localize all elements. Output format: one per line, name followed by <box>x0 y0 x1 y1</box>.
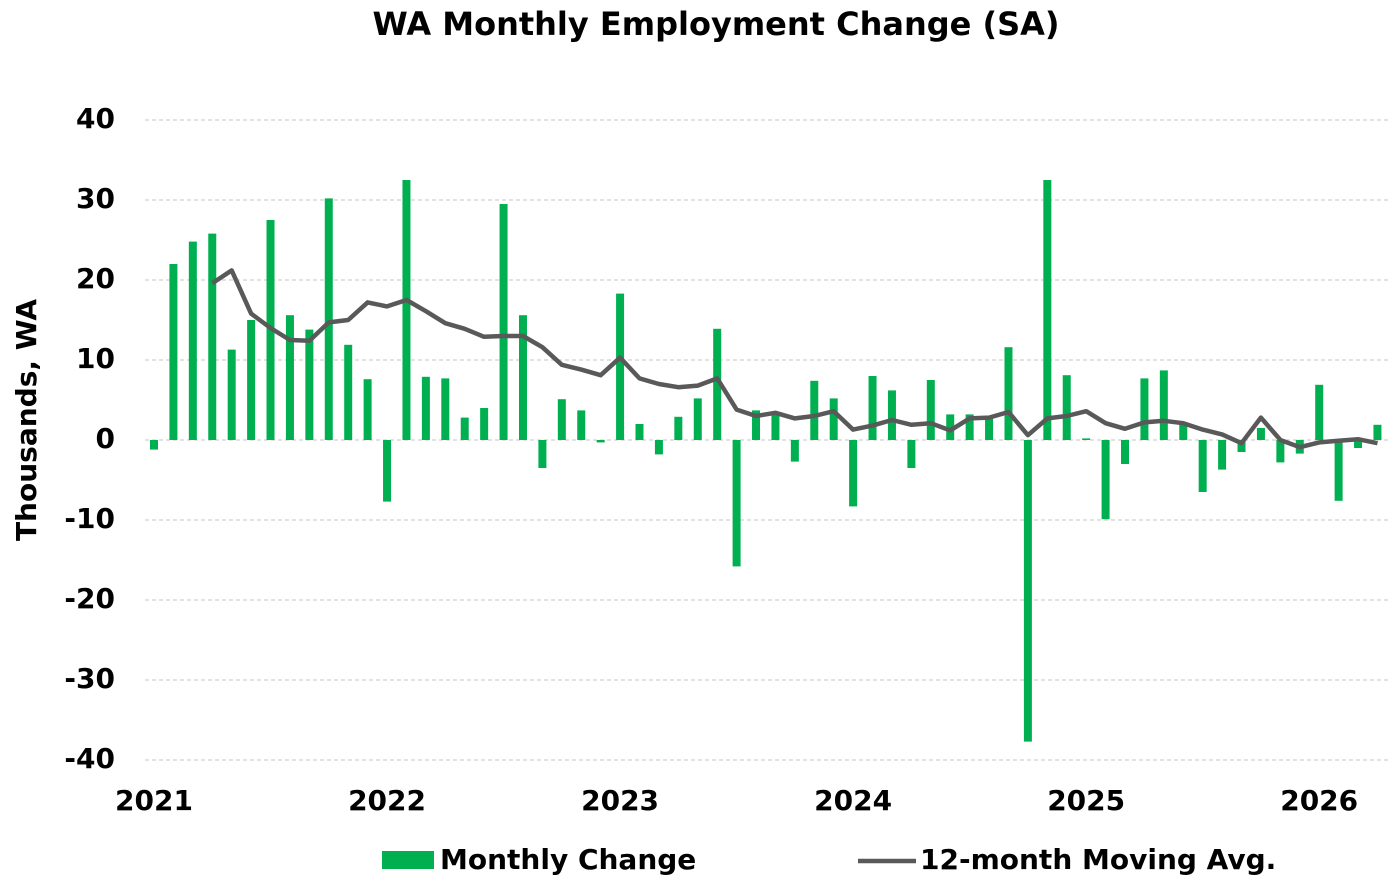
x-tick-label: 2024 <box>814 784 892 817</box>
y-tick-label: 0 <box>96 422 115 455</box>
bar <box>771 413 780 440</box>
bar <box>188 241 197 440</box>
bar <box>247 320 256 440</box>
y-axis-title: Thousands, WA <box>10 299 43 541</box>
bar <box>616 293 625 440</box>
bar <box>1062 375 1071 440</box>
bar <box>383 440 392 502</box>
y-tick-label: 30 <box>76 182 115 215</box>
bar <box>1218 440 1227 470</box>
line <box>211 268 1378 450</box>
bar <box>1101 440 1110 520</box>
bar <box>518 315 527 440</box>
y-tick-label: -40 <box>64 742 115 775</box>
y-tick-label: 40 <box>76 102 115 135</box>
bar <box>674 416 683 440</box>
bar <box>577 410 586 440</box>
chart-title: WA Monthly Employment Change (SA) <box>372 5 1059 43</box>
bar <box>499 204 508 440</box>
x-tick-label: 2023 <box>581 784 659 817</box>
bar <box>402 180 411 440</box>
bar <box>150 440 158 450</box>
bar <box>557 399 566 440</box>
bar <box>849 440 858 507</box>
bar <box>1140 378 1149 440</box>
bar <box>1179 422 1188 440</box>
bar <box>713 328 722 440</box>
bar <box>654 440 663 455</box>
bar <box>1043 180 1052 440</box>
bar <box>441 378 450 440</box>
x-tick-label: 2022 <box>348 784 426 817</box>
bar <box>227 349 236 440</box>
bar <box>1315 384 1324 440</box>
bar <box>421 376 430 440</box>
bar <box>1354 440 1363 448</box>
y-tick-label: 10 <box>76 342 115 375</box>
y-tick-label: -10 <box>64 502 115 535</box>
bar <box>810 380 819 440</box>
bar <box>285 315 294 440</box>
bar <box>1159 370 1168 440</box>
bar <box>1373 424 1382 440</box>
bar <box>1334 440 1343 501</box>
bar <box>790 440 799 462</box>
y-tick-label: -20 <box>64 582 115 615</box>
bar <box>693 398 702 440</box>
bar <box>363 379 372 440</box>
bar <box>1256 428 1265 440</box>
bar <box>169 264 178 440</box>
bar <box>868 376 877 440</box>
bar <box>752 410 761 440</box>
bar <box>538 440 547 468</box>
bar <box>965 414 974 440</box>
y-tick-label: 20 <box>76 262 115 295</box>
x-tick-label: 2021 <box>115 784 193 817</box>
bar <box>926 380 935 440</box>
bar <box>907 440 916 468</box>
bar <box>344 344 353 440</box>
legend-label: 12-month Moving Avg. <box>920 843 1276 876</box>
x-tick-label: 2025 <box>1047 784 1125 817</box>
bar <box>732 440 741 567</box>
bar <box>1121 440 1129 464</box>
bar <box>635 424 644 440</box>
bar <box>596 440 605 443</box>
y-tick-label: -30 <box>64 662 115 695</box>
legend-swatch <box>382 851 434 869</box>
bar <box>1082 438 1091 440</box>
bar <box>208 233 217 440</box>
bar <box>946 414 955 440</box>
bar <box>480 408 489 440</box>
bar <box>324 198 333 440</box>
bar <box>1023 440 1032 742</box>
x-tick-label: 2026 <box>1280 784 1358 817</box>
bar <box>460 417 469 440</box>
bar <box>1004 347 1013 440</box>
bar <box>1198 440 1207 492</box>
bar <box>305 329 314 440</box>
bar <box>1237 440 1246 452</box>
bar <box>829 398 838 440</box>
legend-label: Monthly Change <box>440 843 696 876</box>
bar <box>887 390 896 440</box>
bar <box>985 416 994 440</box>
bar <box>1276 440 1285 463</box>
